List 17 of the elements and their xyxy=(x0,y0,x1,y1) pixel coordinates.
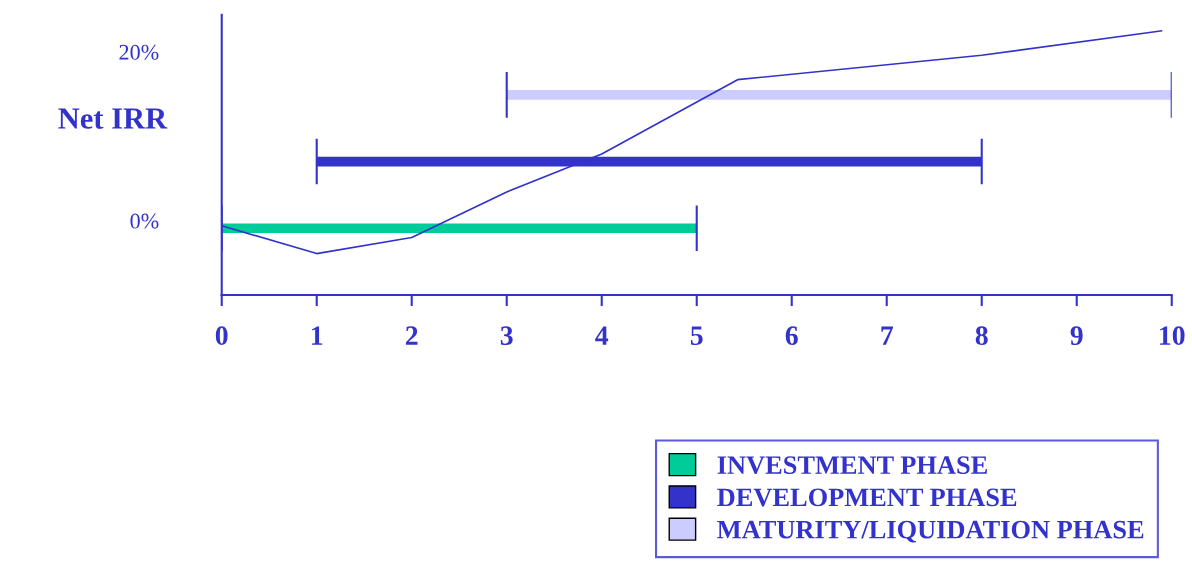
x-tick-label: 1 xyxy=(312,326,323,345)
legend-label: DEVELOPMENT PHASE xyxy=(717,488,1017,507)
x-tick-label: 4 xyxy=(595,326,609,345)
x-tick-label: 0 xyxy=(215,326,228,346)
x-tick-label: 3 xyxy=(500,326,513,346)
legend-label: MATURITY/LIQUIDATION PHASE xyxy=(717,520,1144,543)
x-tick-label: 2 xyxy=(405,326,418,345)
legend-label: INVESTMENT PHASE xyxy=(717,456,987,475)
x-tick-label: 10 xyxy=(1160,326,1185,346)
y-tick-label: 0% xyxy=(130,213,159,229)
x-tick-label: 9 xyxy=(1070,326,1083,346)
x-tick-label: 7 xyxy=(881,326,893,345)
x-tick-label: 6 xyxy=(785,326,798,346)
y-tick-label: 20% xyxy=(119,44,159,60)
x-tick-label: 5 xyxy=(690,326,703,346)
y-axis-title: Net IRR xyxy=(58,108,168,129)
x-tick-label: 8 xyxy=(975,326,988,346)
